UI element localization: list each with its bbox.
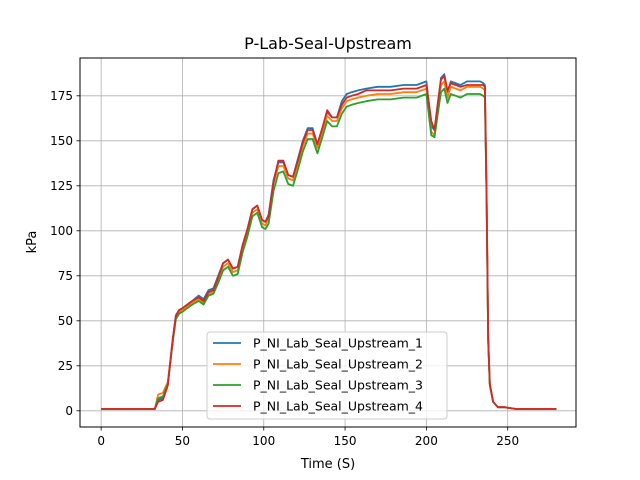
series-line-4 xyxy=(101,75,557,410)
x-tick-label: 250 xyxy=(496,434,519,448)
x-tick-label: 50 xyxy=(175,434,190,448)
legend-label-2: P_NI_Lab_Seal_Upstream_2 xyxy=(253,357,423,372)
y-tick-label: 175 xyxy=(50,89,73,103)
x-tick-label: 200 xyxy=(415,434,438,448)
x-axis-label: Time (S) xyxy=(300,457,355,472)
legend-label-3: P_NI_Lab_Seal_Upstream_3 xyxy=(253,378,423,393)
y-tick-label: 150 xyxy=(50,134,73,148)
series-lines xyxy=(101,73,557,410)
legend-label-4: P_NI_Lab_Seal_Upstream_4 xyxy=(253,399,423,414)
plot-frame xyxy=(79,57,577,428)
y-tick-label: 25 xyxy=(58,359,73,373)
y-tick-label: 0 xyxy=(65,404,73,418)
series-line-2 xyxy=(101,80,557,410)
x-tick-label: 150 xyxy=(334,434,357,448)
y-axis-label: kPa xyxy=(25,231,40,254)
x-tick-label: 100 xyxy=(252,434,275,448)
y-tick-label: 125 xyxy=(50,179,73,193)
series-line-3 xyxy=(101,87,557,410)
legend-box xyxy=(206,331,448,420)
grid xyxy=(80,58,576,427)
y-tick-label: 50 xyxy=(58,314,73,328)
chart-title: P-Lab-Seal-Upstream xyxy=(244,34,412,53)
legend-label-1: P_NI_Lab_Seal_Upstream_1 xyxy=(253,336,423,351)
x-tick-label: 0 xyxy=(97,434,105,448)
y-tick-label: 75 xyxy=(58,269,73,283)
y-tick-label: 100 xyxy=(50,224,73,238)
legend: P_NI_Lab_Seal_Upstream_1 P_NI_Lab_Seal_Up… xyxy=(206,331,448,420)
axis-ticks: 0 50 100 150 200 250 0 25 50 75 100 125 150 175 xyxy=(50,89,519,448)
